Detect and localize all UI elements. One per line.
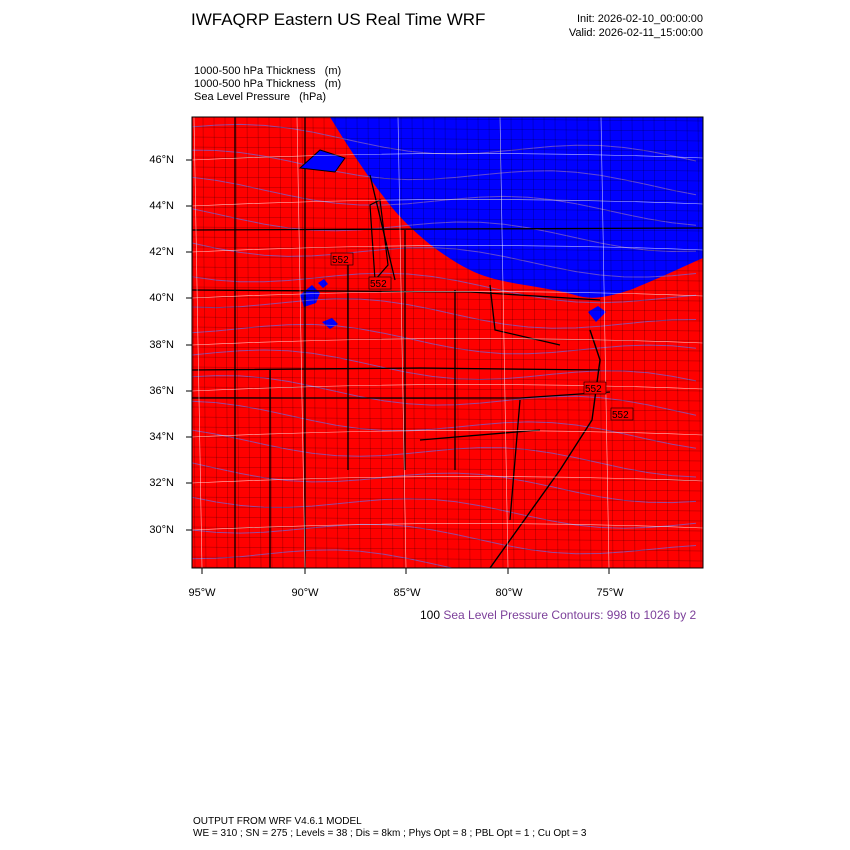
pressure-contour-line xyxy=(192,400,697,449)
thickness-label-box xyxy=(368,276,392,290)
lake-superior xyxy=(298,149,346,173)
field-label-thickness-1: 1000-500 hPa Thickness (m) xyxy=(194,65,341,77)
lat-label: 36°N xyxy=(149,385,174,397)
latitude-gridline xyxy=(192,430,703,438)
cold-blob xyxy=(322,318,338,329)
thickness-label: 552 xyxy=(332,255,349,266)
pressure-contour-line xyxy=(192,323,697,355)
latitude-gridline xyxy=(192,291,703,299)
lon-label: 90°W xyxy=(291,587,319,599)
latitude-gridline xyxy=(192,384,703,392)
thickness-label-box xyxy=(330,252,354,266)
field-name: Sea Level Pressure xyxy=(194,91,290,103)
pressure-contour-line xyxy=(192,149,697,196)
state-boundary xyxy=(419,429,541,441)
pressure-contour-line xyxy=(192,298,697,329)
state-boundary xyxy=(509,399,521,521)
longitude-gridline xyxy=(193,117,203,568)
lat-label: 46°N xyxy=(149,154,174,166)
model-info: OUTPUT FROM WRF V4.6.1 MODEL xyxy=(193,816,362,827)
thickness-label: 552 xyxy=(370,279,387,290)
map-title: IWFAQRP Eastern US Real Time WRF xyxy=(191,10,486,29)
pressure-contour-line xyxy=(192,270,697,304)
pressure-contour-line xyxy=(192,242,697,278)
latitude-gridline xyxy=(192,338,703,346)
state-boundary xyxy=(192,289,601,301)
lon-label: 95°W xyxy=(188,587,216,599)
latitude-gridline xyxy=(192,245,703,253)
field-label-thickness-2: 1000-500 hPa Thickness (m) xyxy=(194,78,341,90)
pressure-contour-line xyxy=(192,375,697,416)
field-name: 1000-500 hPa Thickness xyxy=(194,65,316,77)
contour-lead: 100 xyxy=(420,608,441,622)
county-boundaries xyxy=(192,117,703,568)
valid-time: Valid: 2026-02-11_15:00:00 xyxy=(568,27,703,39)
state-boundary xyxy=(369,174,396,281)
field-label-pressure: Sea Level Pressure (hPa) xyxy=(194,91,326,103)
pressure-contour-line xyxy=(192,208,697,253)
latlon-gridlines xyxy=(192,117,703,568)
field-name: 1000-500 hPa Thickness xyxy=(194,78,316,90)
longitude-gridline xyxy=(600,117,610,568)
longitude-gridline xyxy=(397,117,407,568)
longitude-gridline xyxy=(296,117,306,568)
map-frame xyxy=(191,116,704,569)
axis-ticks xyxy=(186,159,610,574)
lat-label: 38°N xyxy=(149,339,174,351)
thickness-label-box xyxy=(610,407,634,421)
latitude-gridline xyxy=(192,476,703,484)
state-boundary xyxy=(192,227,703,231)
state-boundary xyxy=(489,284,561,346)
state-boundaries xyxy=(192,117,703,568)
latitude-gridline xyxy=(192,199,703,207)
lat-label: 40°N xyxy=(149,292,174,304)
lon-label: 75°W xyxy=(596,587,624,599)
thickness-label: 552 xyxy=(612,410,629,421)
state-boundary xyxy=(192,367,601,371)
lon-label: 80°W xyxy=(495,587,523,599)
lat-label: 32°N xyxy=(149,477,174,489)
lon-label: 85°W xyxy=(393,587,421,599)
field-units: (m) xyxy=(324,65,342,77)
lat-label: 30°N xyxy=(149,524,174,536)
thickness-label-box xyxy=(583,381,607,395)
thickness-label: 552 xyxy=(585,384,602,395)
cold-blob xyxy=(318,279,328,288)
lat-label: 44°N xyxy=(149,200,174,212)
thickness-labels: 552 552 552 552 xyxy=(330,252,634,421)
longitude-gridline xyxy=(499,117,509,568)
pressure-contour-line xyxy=(192,549,455,568)
pressure-contour-line xyxy=(192,349,697,382)
model-config: WE = 310 ; SN = 275 ; Levels = 38 ; Dis … xyxy=(193,828,587,839)
latitude-gridline xyxy=(192,523,703,531)
contour-description: Sea Level Pressure Contours: 998 to 1026… xyxy=(443,608,697,622)
map-panel: 552 552 552 552 xyxy=(192,117,703,568)
field-units: (hPa) xyxy=(299,91,327,103)
init-time: Init: 2026-02-10_00:00:00 xyxy=(577,13,703,25)
contour-info: 100 Sea Level Pressure Contours: 998 to … xyxy=(420,608,696,622)
pressure-contour-line xyxy=(192,522,697,555)
lake-michigan xyxy=(369,199,389,282)
coastline xyxy=(489,329,601,568)
county-lines xyxy=(192,117,703,568)
pressure-contour-line xyxy=(192,429,697,478)
field-units: (m) xyxy=(324,78,342,90)
lat-label: 34°N xyxy=(149,431,174,443)
lat-label: 42°N xyxy=(149,246,174,258)
pressure-contour-line xyxy=(192,176,697,226)
state-boundary xyxy=(192,391,611,399)
latitude-gridline xyxy=(192,153,703,161)
